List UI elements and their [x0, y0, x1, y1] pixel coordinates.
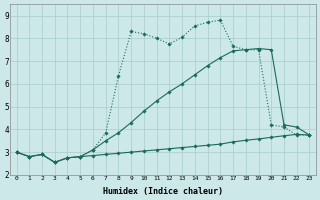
X-axis label: Humidex (Indice chaleur): Humidex (Indice chaleur) — [103, 187, 223, 196]
